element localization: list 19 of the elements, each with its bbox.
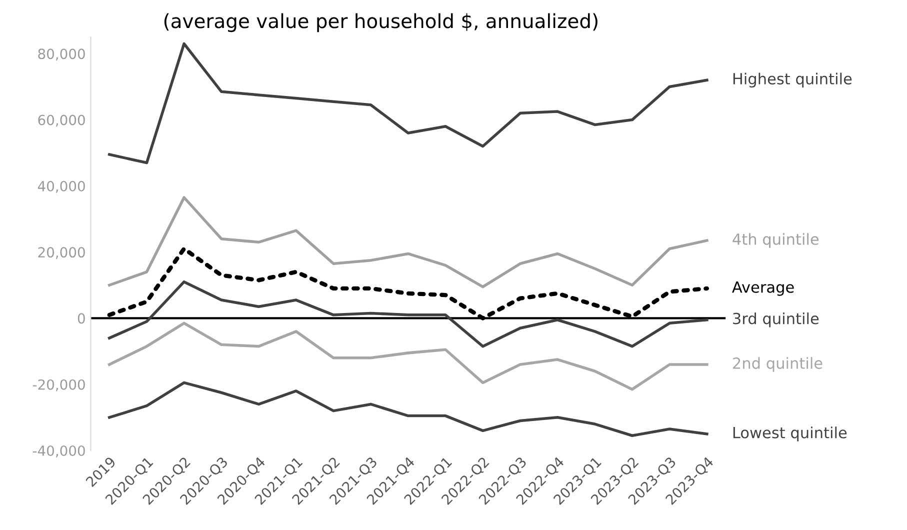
y-tick-label: -40,000 [32, 445, 85, 458]
chart-title: (average value per household $, annualized) [164, 13, 598, 32]
series-label: Lowest quintile [733, 426, 847, 442]
y-tick-label: 60,000 [38, 114, 85, 127]
line-series [108, 322, 708, 391]
series-label: Average [732, 282, 794, 296]
line-series [108, 196, 708, 288]
series-label: 3rd quintile [733, 312, 819, 328]
series-label: 2nd quintile [733, 357, 822, 372]
line-series [108, 42, 708, 164]
series-label: Highest quintile [733, 72, 852, 88]
y-tick-label: 80,000 [38, 48, 85, 61]
y-tick-label: 0 [78, 313, 85, 324]
y-tick-label: -20,000 [32, 379, 85, 392]
line-series [108, 280, 708, 348]
y-tick-label: 20,000 [38, 247, 85, 259]
y-tick-label: 40,000 [38, 180, 85, 193]
line-series [108, 381, 708, 438]
series-label: 4th quintile [732, 233, 819, 248]
